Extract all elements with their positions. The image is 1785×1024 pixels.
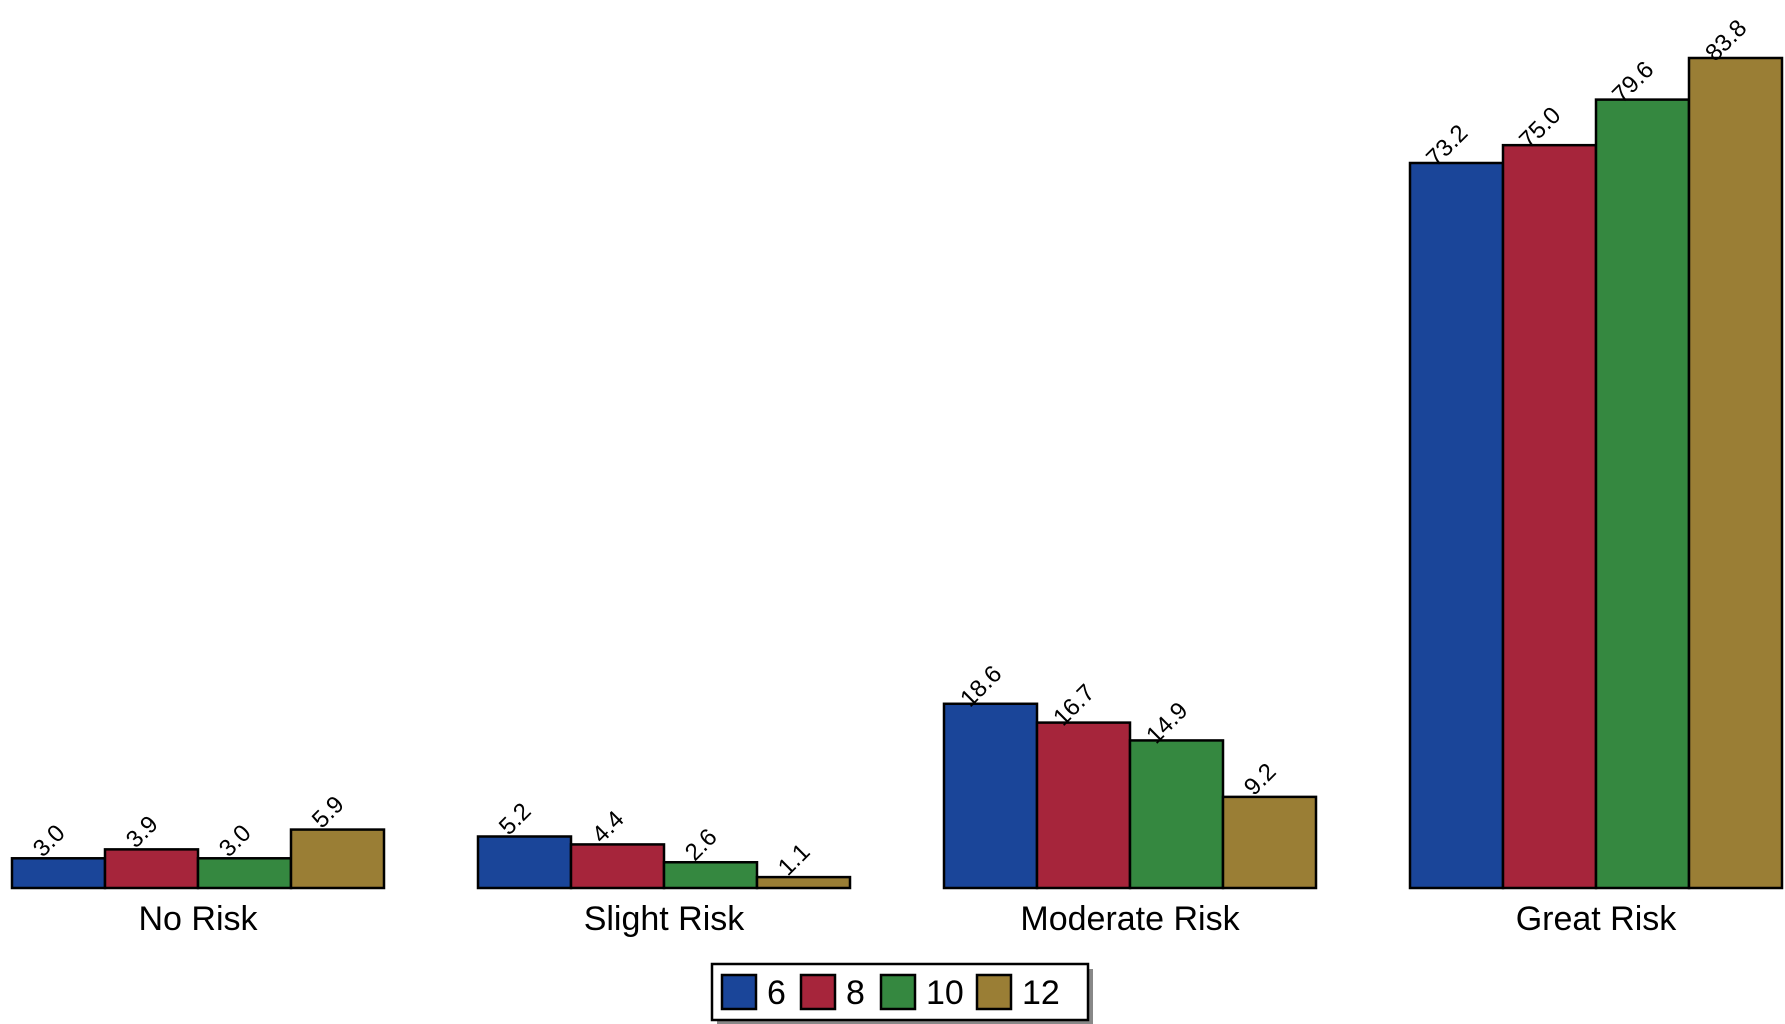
- legend-swatch-series-6: [720, 973, 758, 1011]
- value-label-slight-risk-series-8: 4.4: [587, 806, 630, 849]
- bar-great-risk-series-8: [1501, 143, 1598, 890]
- legend-swatch-series-12: [975, 973, 1013, 1011]
- legend: 6 8 10 12: [710, 962, 1093, 1024]
- value-label-slight-risk-series-6: 5.2: [494, 798, 537, 841]
- bar-great-risk-series-12: [1687, 56, 1784, 890]
- value-label-no-risk-series-8: 3.9: [121, 811, 164, 854]
- bar-no-risk-series-12: [289, 828, 386, 890]
- bar-slight-risk-series-6: [476, 835, 573, 890]
- bar-moderate-risk-series-6: [942, 702, 1039, 890]
- category-label-great-risk: Great Risk: [1516, 900, 1678, 938]
- value-label-no-risk-series-12: 5.9: [307, 791, 350, 834]
- bar-no-risk-series-10: [196, 857, 293, 890]
- bar-great-risk-series-6: [1408, 161, 1505, 890]
- value-label-no-risk-series-6: 3.0: [28, 820, 71, 863]
- bar-moderate-risk-series-10: [1128, 739, 1225, 890]
- value-label-moderate-risk-series-12: 9.2: [1239, 758, 1282, 801]
- bar-slight-risk-series-12: [755, 875, 852, 890]
- bar-slight-risk-series-10: [662, 860, 759, 890]
- category-label-no-risk: No Risk: [138, 900, 258, 938]
- legend-swatch-series-10: [879, 973, 917, 1011]
- bars-layer: [10, 56, 1784, 890]
- value-label-no-risk-series-10: 3.0: [214, 820, 257, 863]
- legend-swatch-series-8: [799, 973, 837, 1011]
- category-label-slight-risk: Slight Risk: [584, 900, 746, 938]
- bar-no-risk-series-8: [103, 848, 200, 890]
- category-label-moderate-risk: Moderate Risk: [1020, 900, 1240, 938]
- value-label-slight-risk-series-12: 1.1: [773, 838, 816, 881]
- bar-no-risk-series-6: [10, 857, 107, 890]
- legend-label-series-12: 12: [1022, 974, 1060, 1012]
- category-labels-layer: No Risk Slight Risk Moderate Risk Great Ris…: [138, 900, 1677, 938]
- bar-moderate-risk-series-12: [1221, 795, 1318, 890]
- legend-label-series-6: 6: [767, 974, 786, 1012]
- bar-great-risk-series-10: [1594, 98, 1691, 890]
- value-label-slight-risk-series-10: 2.6: [680, 824, 723, 867]
- bar-slight-risk-series-8: [569, 843, 666, 890]
- legend-label-series-10: 10: [926, 974, 964, 1012]
- legend-label-series-8: 8: [846, 974, 865, 1012]
- bar-moderate-risk-series-8: [1035, 721, 1132, 890]
